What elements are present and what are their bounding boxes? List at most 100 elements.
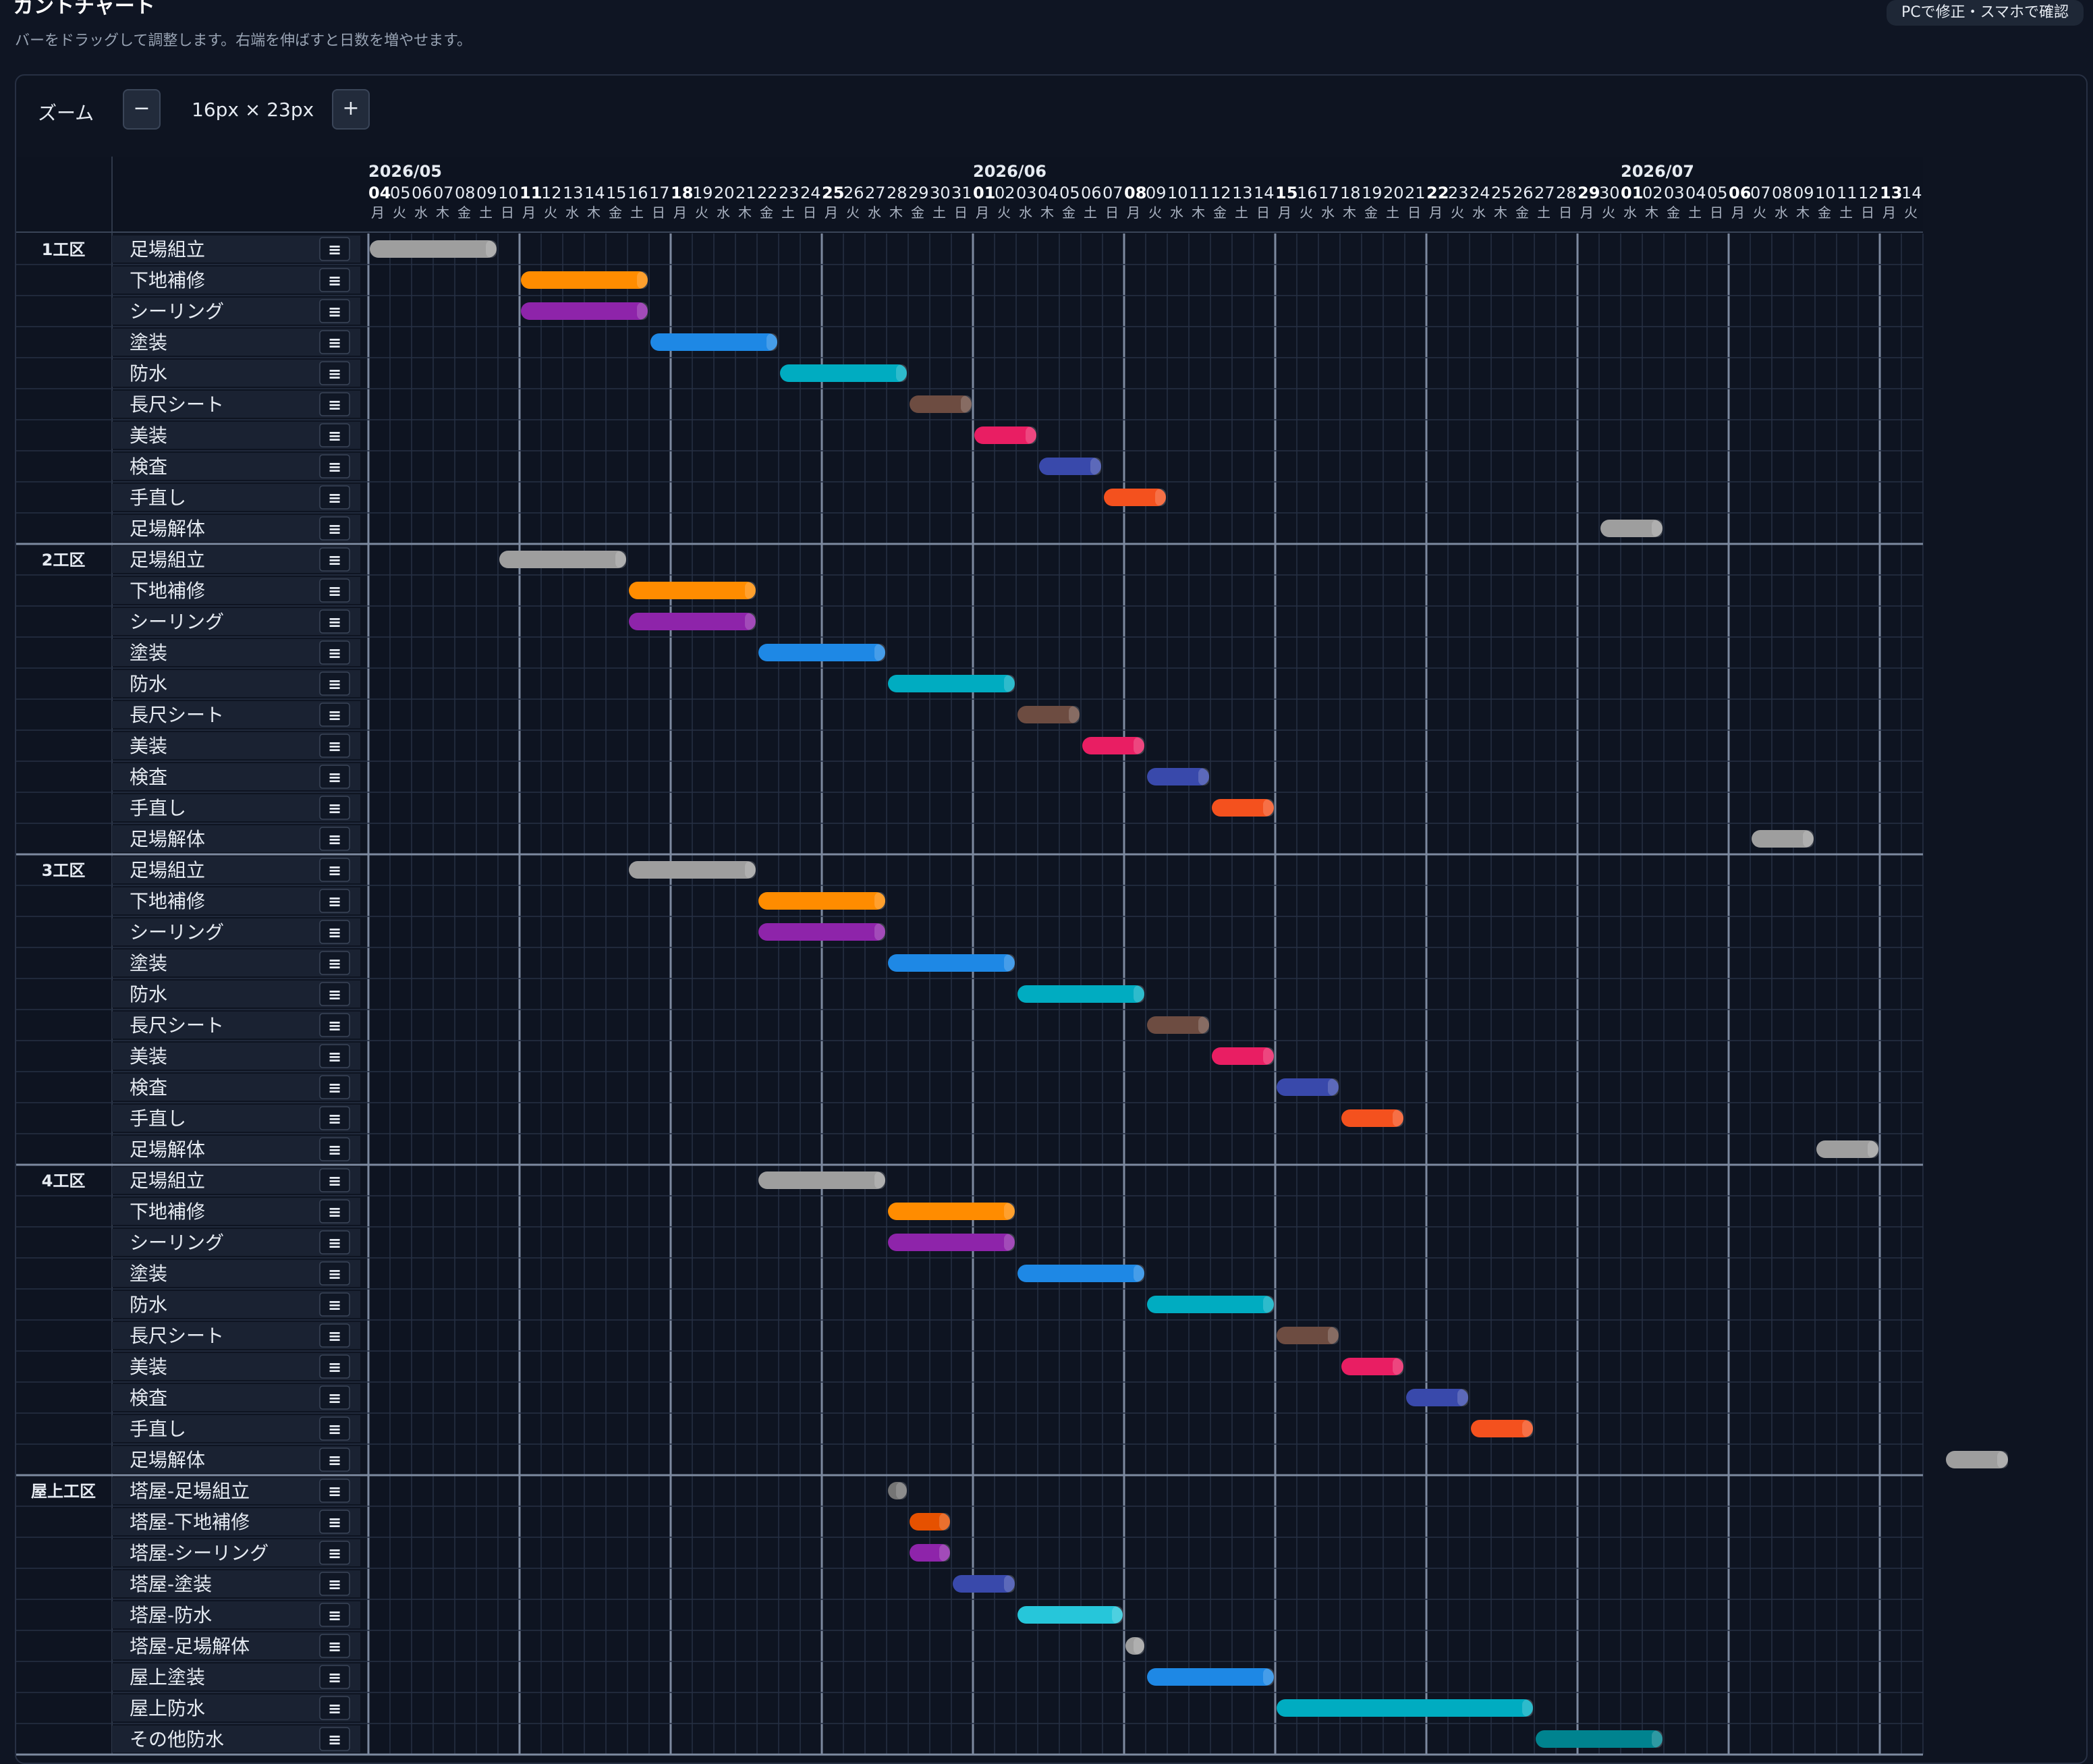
bar-resize-handle[interactable] <box>874 644 885 661</box>
task-bar[interactable] <box>974 426 1036 444</box>
task-bar[interactable] <box>1104 489 1166 506</box>
task-menu-button[interactable] <box>319 1448 350 1472</box>
task-menu-button[interactable] <box>319 1634 350 1658</box>
task-menu-button[interactable] <box>319 1044 350 1068</box>
task-bar[interactable] <box>1946 1451 2008 1468</box>
task-bar[interactable] <box>521 302 648 320</box>
bar-resize-handle[interactable] <box>1263 1668 1274 1686</box>
task-menu-button[interactable] <box>319 734 350 758</box>
task-bar[interactable] <box>888 675 1015 692</box>
bar-resize-handle[interactable] <box>1134 1637 1144 1655</box>
task-bar[interactable] <box>629 861 756 879</box>
task-menu-button[interactable] <box>319 1479 350 1503</box>
task-bar[interactable] <box>888 954 1015 972</box>
zoom-in-button[interactable]: + <box>332 89 370 130</box>
bar-resize-handle[interactable] <box>615 551 626 568</box>
task-menu-button[interactable] <box>319 1292 350 1317</box>
task-bar[interactable] <box>888 1482 907 1499</box>
task-menu-button[interactable] <box>319 1106 350 1130</box>
bar-resize-handle[interactable] <box>874 1172 885 1189</box>
bar-resize-handle[interactable] <box>1004 1234 1015 1251</box>
task-bar[interactable] <box>953 1575 1015 1593</box>
bar-resize-handle[interactable] <box>637 302 648 320</box>
bar-resize-handle[interactable] <box>1090 458 1101 475</box>
bar-resize-handle[interactable] <box>1457 1389 1468 1406</box>
task-menu-button[interactable] <box>319 1572 350 1596</box>
task-bar[interactable] <box>1536 1730 1663 1748</box>
task-menu-button[interactable] <box>319 361 350 385</box>
task-menu-button[interactable] <box>319 1075 350 1099</box>
task-menu-button[interactable] <box>319 547 350 572</box>
task-menu-button[interactable] <box>319 1168 350 1192</box>
task-bar[interactable] <box>1147 1296 1274 1313</box>
bar-resize-handle[interactable] <box>1997 1451 2008 1468</box>
bar-resize-handle[interactable] <box>1004 1203 1015 1220</box>
task-menu-button[interactable] <box>319 1696 350 1720</box>
task-bar[interactable] <box>629 613 756 630</box>
bar-resize-handle[interactable] <box>1026 426 1036 444</box>
bar-resize-handle[interactable] <box>745 613 756 630</box>
task-menu-button[interactable] <box>319 1261 350 1286</box>
task-menu-button[interactable] <box>319 951 350 975</box>
task-bar[interactable] <box>1017 1606 1123 1624</box>
bar-resize-handle[interactable] <box>1198 1016 1209 1034</box>
bar-resize-handle[interactable] <box>486 240 497 258</box>
task-bar[interactable] <box>758 1172 885 1189</box>
task-menu-button[interactable] <box>319 1354 350 1379</box>
task-bar[interactable] <box>1147 768 1209 785</box>
task-bar[interactable] <box>758 644 885 661</box>
task-bar[interactable] <box>499 551 626 568</box>
task-bar[interactable] <box>910 395 972 413</box>
task-menu-button[interactable] <box>319 827 350 851</box>
bar-resize-handle[interactable] <box>1263 1047 1274 1065</box>
bar-resize-handle[interactable] <box>1134 737 1144 754</box>
bar-resize-handle[interactable] <box>874 892 885 910</box>
task-bar[interactable] <box>629 582 756 599</box>
task-menu-button[interactable] <box>319 920 350 944</box>
task-menu-button[interactable] <box>319 765 350 789</box>
task-bar[interactable] <box>758 923 885 941</box>
bar-resize-handle[interactable] <box>1803 830 1814 848</box>
task-menu-button[interactable] <box>319 1385 350 1410</box>
bar-resize-handle[interactable] <box>745 861 756 879</box>
bar-resize-handle[interactable] <box>874 923 885 941</box>
task-menu-button[interactable] <box>319 454 350 478</box>
bar-resize-handle[interactable] <box>637 271 648 289</box>
task-menu-button[interactable] <box>319 392 350 416</box>
task-bar[interactable] <box>910 1513 950 1531</box>
bar-resize-handle[interactable] <box>1134 1265 1144 1282</box>
task-bar[interactable] <box>521 271 648 289</box>
task-bar[interactable] <box>1212 1047 1274 1065</box>
task-menu-button[interactable] <box>319 1416 350 1441</box>
task-bar[interactable] <box>1147 1668 1274 1686</box>
task-bar[interactable] <box>1600 520 1663 537</box>
task-bar[interactable] <box>1277 1699 1533 1717</box>
task-menu-button[interactable] <box>319 640 350 665</box>
task-bar[interactable] <box>1017 706 1080 723</box>
task-bar[interactable] <box>1017 1265 1144 1282</box>
bar-resize-handle[interactable] <box>1522 1699 1533 1717</box>
task-menu-button[interactable] <box>319 1013 350 1037</box>
task-bar[interactable] <box>1816 1140 1878 1158</box>
bar-resize-handle[interactable] <box>1155 489 1166 506</box>
mobile-preview-button[interactable]: PCで修正・スマホで確認 <box>1887 0 2084 26</box>
task-bar[interactable] <box>1752 830 1814 848</box>
task-bar[interactable] <box>1341 1109 1403 1127</box>
bar-resize-handle[interactable] <box>1004 675 1015 692</box>
task-menu-button[interactable] <box>319 330 350 354</box>
task-menu-button[interactable] <box>319 1727 350 1751</box>
task-menu-button[interactable] <box>319 268 350 292</box>
bar-resize-handle[interactable] <box>939 1513 950 1531</box>
bar-resize-handle[interactable] <box>1134 985 1144 1003</box>
bar-resize-handle[interactable] <box>1522 1420 1533 1437</box>
task-menu-button[interactable] <box>319 1230 350 1255</box>
task-menu-button[interactable] <box>319 858 350 882</box>
task-menu-button[interactable] <box>319 1665 350 1689</box>
task-bar[interactable] <box>1039 458 1101 475</box>
bar-resize-handle[interactable] <box>1263 799 1274 817</box>
task-bar[interactable] <box>1277 1327 1339 1344</box>
task-menu-button[interactable] <box>319 516 350 541</box>
bar-resize-handle[interactable] <box>1004 1575 1015 1593</box>
task-menu-button[interactable] <box>319 423 350 447</box>
task-menu-button[interactable] <box>319 1137 350 1161</box>
